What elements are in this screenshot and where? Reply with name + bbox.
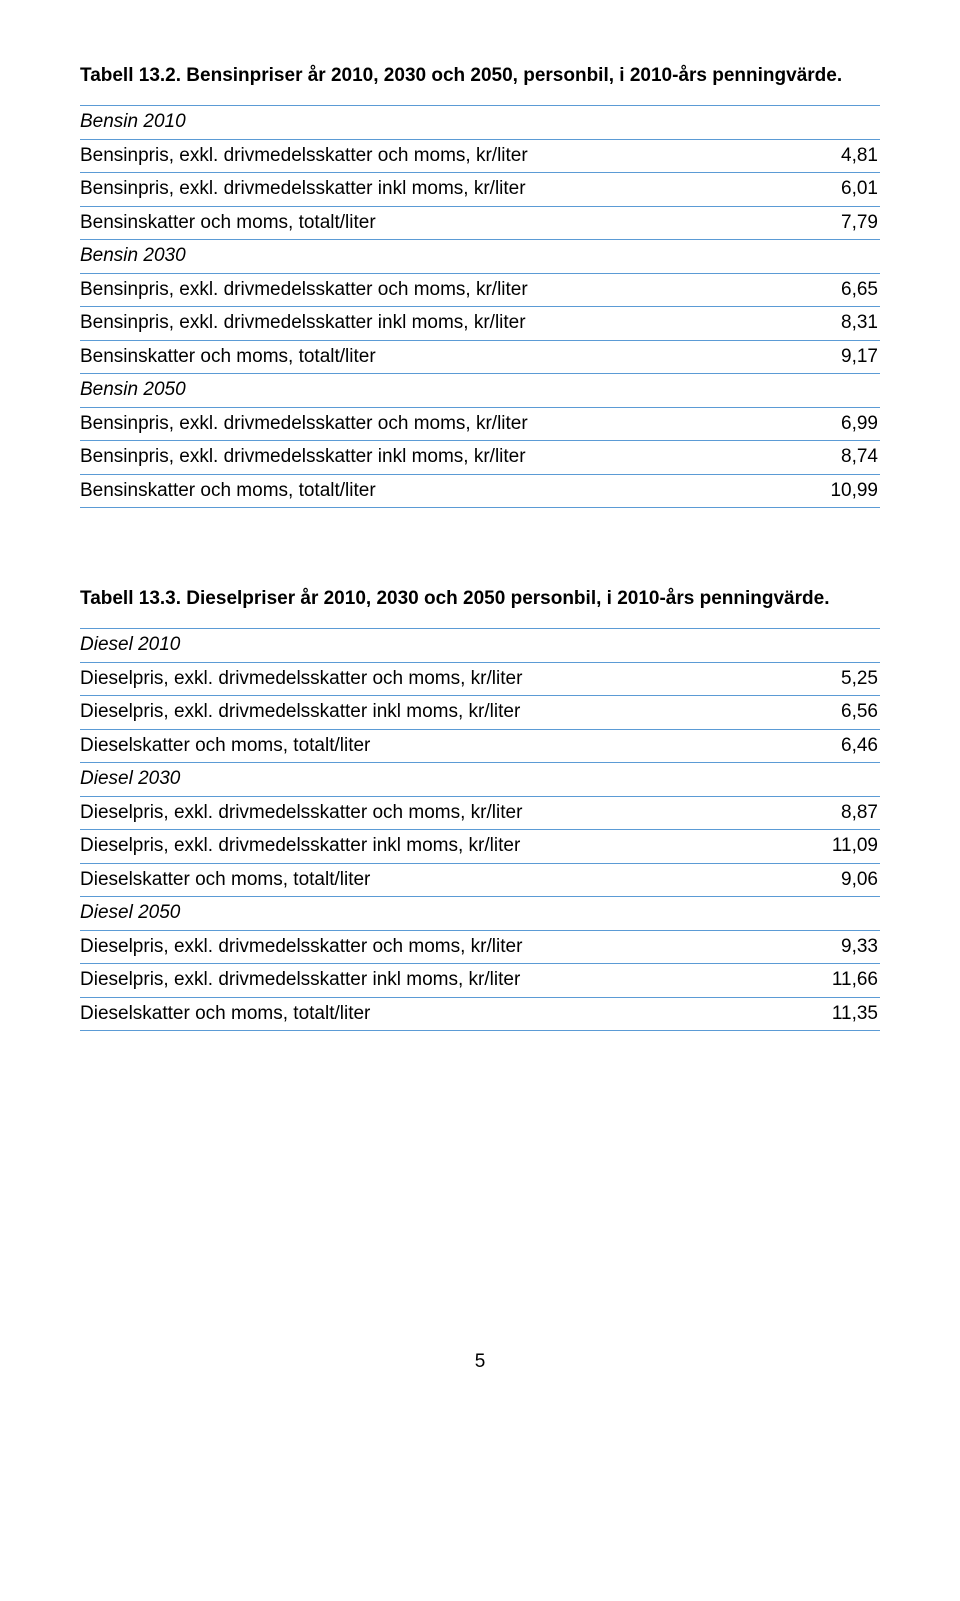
- table-row: Bensinskatter och moms, totalt/liter10,9…: [80, 474, 880, 508]
- row-label: Dieselpris, exkl. drivmedelsskatter inkl…: [80, 830, 802, 864]
- row-label: Dieselpris, exkl. drivmedelsskatter och …: [80, 796, 802, 830]
- row-value: 11,35: [802, 997, 880, 1031]
- row-value: 10,99: [801, 474, 880, 508]
- row-value: 8,87: [802, 796, 880, 830]
- row-value: 6,99: [801, 407, 880, 441]
- row-value: 9,17: [801, 340, 880, 374]
- row-value: [801, 240, 880, 274]
- table-row: Bensin 2030: [80, 240, 880, 274]
- row-label: Bensinskatter och moms, totalt/liter: [80, 206, 801, 240]
- row-value: [802, 763, 880, 797]
- row-value: 4,81: [801, 139, 880, 173]
- table-row: Bensinpris, exkl. drivmedelsskatter och …: [80, 273, 880, 307]
- table-row: Diesel 2050: [80, 897, 880, 931]
- row-label: Bensin 2030: [80, 240, 801, 274]
- row-value: 7,79: [801, 206, 880, 240]
- row-label: Bensinpris, exkl. drivmedelsskatter och …: [80, 407, 801, 441]
- row-value: 6,65: [801, 273, 880, 307]
- table1: Bensin 2010Bensinpris, exkl. drivmedelss…: [80, 105, 880, 508]
- table-row: Diesel 2010: [80, 629, 880, 663]
- row-value: [801, 374, 880, 408]
- table-row: Bensinpris, exkl. drivmedelsskatter inkl…: [80, 307, 880, 341]
- table-row: Dieselpris, exkl. drivmedelsskatter inkl…: [80, 964, 880, 998]
- table-row: Bensinskatter och moms, totalt/liter7,79: [80, 206, 880, 240]
- table2: Diesel 2010Dieselpris, exkl. drivmedelss…: [80, 628, 880, 1031]
- table-row: Bensinpris, exkl. drivmedelsskatter och …: [80, 139, 880, 173]
- row-label: Bensinpris, exkl. drivmedelsskatter inkl…: [80, 307, 801, 341]
- row-label: Bensin 2010: [80, 106, 801, 140]
- table-row: Bensinpris, exkl. drivmedelsskatter och …: [80, 407, 880, 441]
- table-row: Dieselpris, exkl. drivmedelsskatter och …: [80, 930, 880, 964]
- table2-title: Tabell 13.3. Dieselpriser år 2010, 2030 …: [80, 588, 880, 610]
- row-label: Bensinpris, exkl. drivmedelsskatter och …: [80, 139, 801, 173]
- table-row: Dieselskatter och moms, totalt/liter6,46: [80, 729, 880, 763]
- table-row: Dieselpris, exkl. drivmedelsskatter inkl…: [80, 696, 880, 730]
- table-row: Bensin 2050: [80, 374, 880, 408]
- row-label: Bensinskatter och moms, totalt/liter: [80, 340, 801, 374]
- row-value: [802, 897, 880, 931]
- row-label: Bensinskatter och moms, totalt/liter: [80, 474, 801, 508]
- table-row: Bensinpris, exkl. drivmedelsskatter inkl…: [80, 173, 880, 207]
- row-label: Dieselskatter och moms, totalt/liter: [80, 997, 802, 1031]
- row-label: Diesel 2050: [80, 897, 802, 931]
- table-row: Dieselpris, exkl. drivmedelsskatter och …: [80, 796, 880, 830]
- table-row: Bensin 2010: [80, 106, 880, 140]
- table-row: Dieselskatter och moms, totalt/liter11,3…: [80, 997, 880, 1031]
- table-row: Diesel 2030: [80, 763, 880, 797]
- row-value: 8,31: [801, 307, 880, 341]
- row-label: Dieselskatter och moms, totalt/liter: [80, 729, 802, 763]
- table1-title: Tabell 13.2. Bensinpriser år 2010, 2030 …: [80, 65, 880, 87]
- row-value: [801, 106, 880, 140]
- row-label: Bensinpris, exkl. drivmedelsskatter och …: [80, 273, 801, 307]
- row-value: 6,46: [802, 729, 880, 763]
- row-label: Dieselpris, exkl. drivmedelsskatter inkl…: [80, 696, 802, 730]
- row-label: Diesel 2030: [80, 763, 802, 797]
- row-value: [802, 629, 880, 663]
- row-label: Bensinpris, exkl. drivmedelsskatter inkl…: [80, 173, 801, 207]
- row-value: 11,09: [802, 830, 880, 864]
- row-value: 11,66: [802, 964, 880, 998]
- table-row: Dieselpris, exkl. drivmedelsskatter och …: [80, 662, 880, 696]
- row-label: Dieselskatter och moms, totalt/liter: [80, 863, 802, 897]
- table-row: Bensinskatter och moms, totalt/liter9,17: [80, 340, 880, 374]
- row-label: Dieselpris, exkl. drivmedelsskatter och …: [80, 930, 802, 964]
- row-value: 9,33: [802, 930, 880, 964]
- table-row: Dieselskatter och moms, totalt/liter9,06: [80, 863, 880, 897]
- page-number: 5: [80, 1351, 880, 1373]
- table-row: Dieselpris, exkl. drivmedelsskatter inkl…: [80, 830, 880, 864]
- row-value: 9,06: [802, 863, 880, 897]
- row-value: 6,56: [802, 696, 880, 730]
- row-value: 5,25: [802, 662, 880, 696]
- row-value: 8,74: [801, 441, 880, 475]
- row-value: 6,01: [801, 173, 880, 207]
- row-label: Dieselpris, exkl. drivmedelsskatter och …: [80, 662, 802, 696]
- row-label: Dieselpris, exkl. drivmedelsskatter inkl…: [80, 964, 802, 998]
- row-label: Bensinpris, exkl. drivmedelsskatter inkl…: [80, 441, 801, 475]
- table-row: Bensinpris, exkl. drivmedelsskatter inkl…: [80, 441, 880, 475]
- row-label: Bensin 2050: [80, 374, 801, 408]
- row-label: Diesel 2010: [80, 629, 802, 663]
